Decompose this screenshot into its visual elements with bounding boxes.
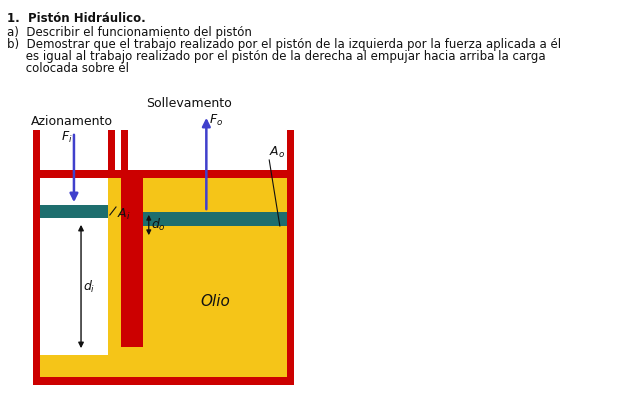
Bar bbox=[33, 170, 294, 178]
Bar bbox=[40, 355, 108, 377]
Text: $F_o$: $F_o$ bbox=[209, 113, 223, 128]
Bar bbox=[108, 130, 115, 170]
Text: Olio: Olio bbox=[200, 294, 230, 309]
Bar bbox=[144, 178, 287, 377]
Text: $A_o$: $A_o$ bbox=[269, 145, 285, 160]
Text: 1.  Pistón Hidráulico.: 1. Pistón Hidráulico. bbox=[7, 12, 146, 25]
Bar bbox=[287, 170, 294, 385]
Bar bbox=[287, 130, 294, 170]
Bar bbox=[40, 205, 108, 218]
Text: $A_i$: $A_i$ bbox=[117, 207, 130, 222]
Bar bbox=[33, 170, 294, 385]
Text: Azionamento: Azionamento bbox=[31, 115, 113, 128]
Bar bbox=[33, 170, 40, 385]
Bar bbox=[40, 178, 108, 377]
Text: a)  Describir el funcionamiento del pistón: a) Describir el funcionamiento del pistó… bbox=[7, 26, 252, 39]
Text: $d_o$: $d_o$ bbox=[151, 217, 166, 233]
Bar bbox=[33, 130, 40, 170]
Bar bbox=[122, 178, 144, 347]
Text: Sollevamento: Sollevamento bbox=[146, 97, 232, 110]
Bar bbox=[122, 130, 129, 170]
Text: es igual al trabajo realizado por el pistón de la derecha al empujar hacia arrib: es igual al trabajo realizado por el pis… bbox=[7, 50, 546, 63]
Text: $F_i$: $F_i$ bbox=[60, 130, 72, 145]
Text: $d_i$: $d_i$ bbox=[83, 278, 95, 295]
Text: colocada sobre él: colocada sobre él bbox=[7, 62, 129, 75]
Bar bbox=[144, 212, 287, 226]
Bar bbox=[33, 377, 294, 385]
Text: b)  Demostrar que el trabajo realizado por el pistón de la izquierda por la fuer: b) Demostrar que el trabajo realizado po… bbox=[7, 38, 561, 51]
